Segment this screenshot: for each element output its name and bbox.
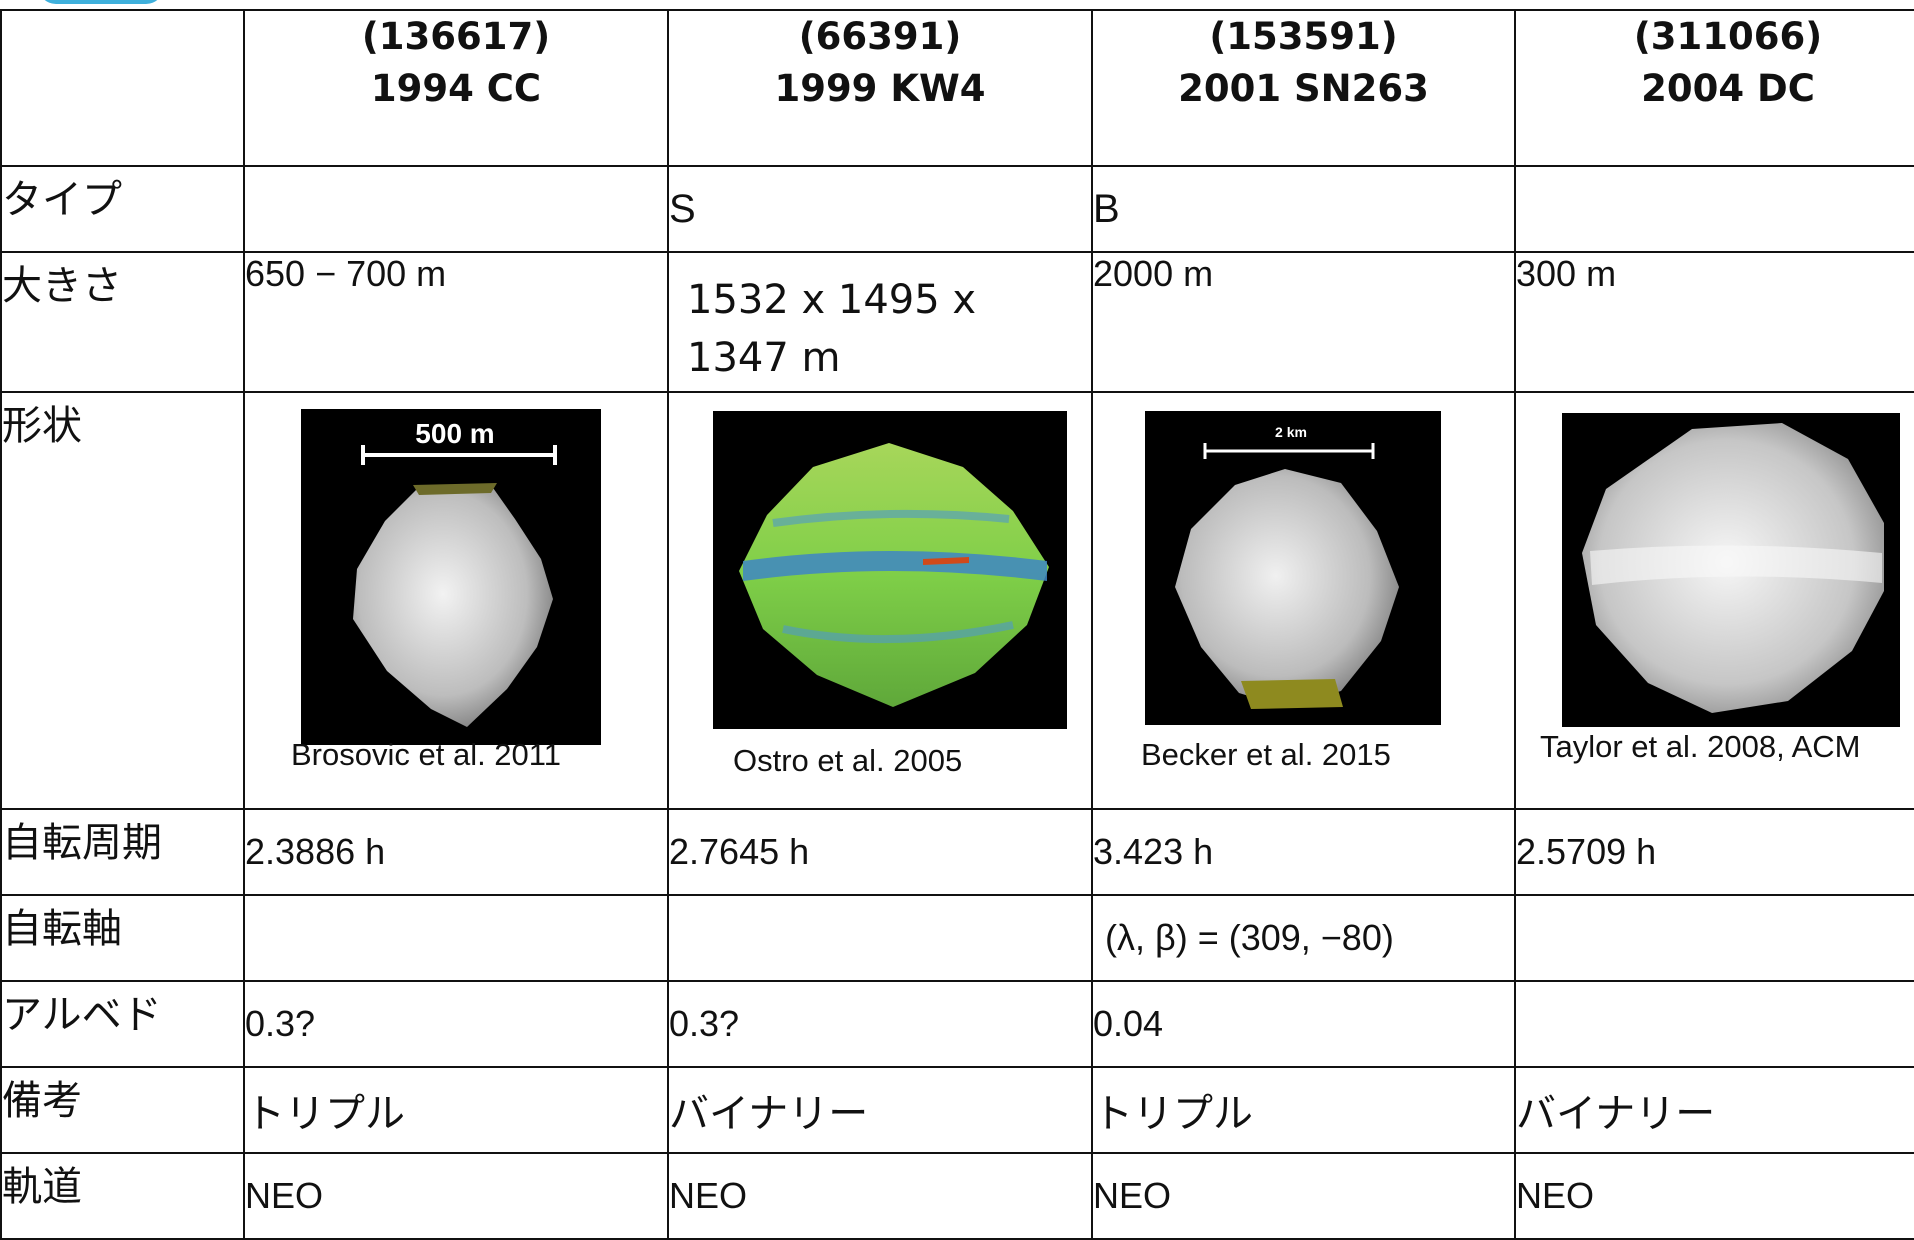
column-header-153591: (153591) 2001 SN263 <box>1091 9 1516 167</box>
size-value: 650 − 700 m <box>243 251 669 393</box>
shape-cell-153591: 2 km Becker et al. 2015 <box>1091 391 1516 810</box>
shape-row: 形状 500 m Brosovic et al. 201 <box>0 391 1914 810</box>
image-credit: Brosovic et al. 2011 <box>291 737 561 772</box>
type-row: タイプ S B <box>0 165 1914 253</box>
column-header-66391: (66391) 1999 KW4 <box>667 9 1093 167</box>
size-row: 大きさ 650 − 700 m 1532 x 1495 x 1347 m 200… <box>0 251 1914 393</box>
asteroid-designation: 1994 CC <box>370 67 542 110</box>
scale-bar-label: 2 km <box>1275 424 1307 440</box>
shape-model-image <box>713 411 1067 729</box>
row-label-orbit: 軌道 <box>0 1152 245 1240</box>
asteroid-comparison-table: (136617) 1994 CC (66391) 1999 KW4 (15359… <box>0 9 1914 1240</box>
type-value: B <box>1091 165 1516 253</box>
asteroid-shape-311066 <box>1582 423 1884 713</box>
column-header-136617: (136617) 1994 CC <box>243 9 669 167</box>
size-value: 1532 x 1495 x 1347 m <box>667 251 1093 393</box>
notes-value: トリプル <box>243 1066 669 1154</box>
orbit-value: NEO <box>1514 1152 1914 1240</box>
corner-tab-decoration <box>38 0 164 4</box>
rotation-axis-value <box>243 894 669 982</box>
rotation-period-value: 2.7645 h <box>667 808 1093 896</box>
orbit-value: NEO <box>667 1152 1093 1240</box>
row-label-albedo: アルベド <box>0 980 245 1068</box>
shape-cell-66391: Ostro et al. 2005 <box>667 391 1093 810</box>
rotation-axis-value <box>667 894 1093 982</box>
size-value: 2000 m <box>1091 251 1516 393</box>
scale-bar-label: 500 m <box>415 418 494 449</box>
image-credit: Ostro et al. 2005 <box>733 743 963 778</box>
rotation-period-value: 2.5709 h <box>1514 808 1914 896</box>
asteroid-number: (311066) <box>1633 15 1823 58</box>
notes-row: 備考 トリプル バイナリー トリプル バイナリー <box>0 1066 1914 1154</box>
asteroid-number: (136617) <box>361 15 551 58</box>
image-credit: Taylor et al. 2008, ACM <box>1540 729 1861 764</box>
type-value <box>1514 165 1914 253</box>
asteroid-number: (66391) <box>798 15 962 58</box>
header-corner-cell <box>0 9 245 167</box>
albedo-value: 0.04 <box>1091 980 1516 1068</box>
row-label-notes: 備考 <box>0 1066 245 1154</box>
asteroid-shape-153591: 2 km <box>1175 424 1399 709</box>
row-label-type: タイプ <box>0 165 245 253</box>
albedo-value: 0.3? <box>243 980 669 1068</box>
shape-cell-136617: 500 m Brosovic et al. 2011 <box>243 391 669 810</box>
rotation-period-value: 3.423 h <box>1091 808 1516 896</box>
asteroid-designation: 2001 SN263 <box>1178 67 1429 110</box>
rotation-period-value: 2.3886 h <box>243 808 669 896</box>
row-label-rotation-axis: 自転軸 <box>0 894 245 982</box>
header-row: (136617) 1994 CC (66391) 1999 KW4 (15359… <box>0 9 1914 167</box>
row-label-size: 大きさ <box>0 251 245 393</box>
shape-cell-311066: Taylor et al. 2008, ACM <box>1514 391 1914 810</box>
size-value: 300 m <box>1514 251 1914 393</box>
albedo-value: 0.3? <box>667 980 1093 1068</box>
shape-model-image <box>1562 413 1900 727</box>
asteroid-designation: 2004 DC <box>1641 67 1815 110</box>
asteroid-shape-136617: 500 m <box>353 418 557 727</box>
row-label-shape: 形状 <box>0 391 245 810</box>
asteroid-number: (153591) <box>1209 15 1398 58</box>
notes-value: トリプル <box>1091 1066 1516 1154</box>
type-value: S <box>667 165 1093 253</box>
asteroid-designation: 1999 KW4 <box>774 67 986 110</box>
orbit-value: NEO <box>1091 1152 1516 1240</box>
rotation-axis-value <box>1514 894 1914 982</box>
rotation-period-row: 自転周期 2.3886 h 2.7645 h 3.423 h 2.5709 h <box>0 808 1914 896</box>
type-value <box>243 165 669 253</box>
shape-model-image: 500 m <box>301 409 601 745</box>
albedo-row: アルベド 0.3? 0.3? 0.04 <box>0 980 1914 1068</box>
row-label-rotation-period: 自転周期 <box>0 808 245 896</box>
rotation-axis-value: (λ, β) = (309, −80) <box>1091 894 1516 982</box>
asteroid-shape-66391 <box>739 443 1049 707</box>
shape-model-image: 2 km <box>1145 411 1441 725</box>
orbit-value: NEO <box>243 1152 669 1240</box>
albedo-value <box>1514 980 1914 1068</box>
notes-value: バイナリー <box>1514 1066 1914 1154</box>
column-header-311066: (311066) 2004 DC <box>1514 9 1914 167</box>
rotation-axis-row: 自転軸 (λ, β) = (309, −80) <box>0 894 1914 982</box>
notes-value: バイナリー <box>667 1066 1093 1154</box>
image-credit: Becker et al. 2015 <box>1141 737 1391 772</box>
orbit-row: 軌道 NEO NEO NEO NEO <box>0 1152 1914 1240</box>
